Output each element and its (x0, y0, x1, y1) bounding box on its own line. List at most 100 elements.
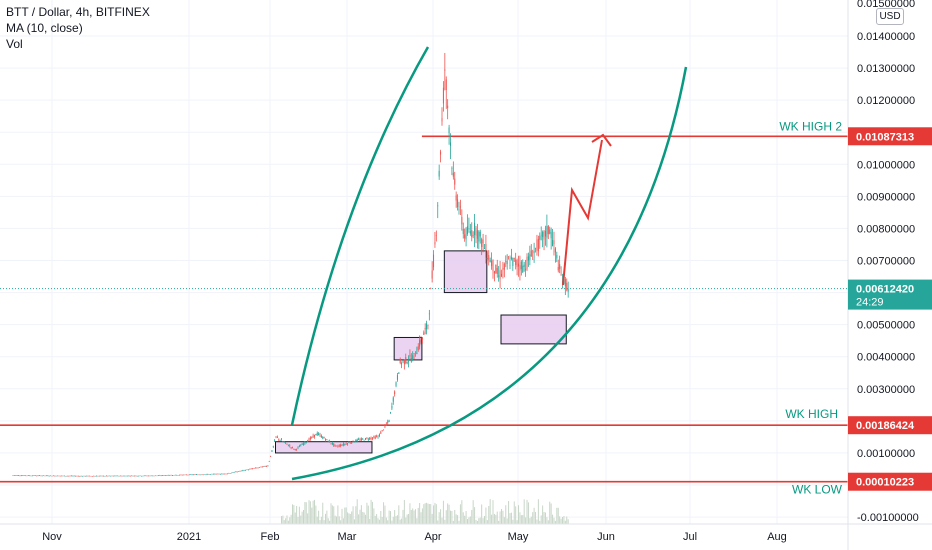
candle-body (461, 216, 463, 225)
candle-body (177, 475, 179, 476)
candle-body (522, 265, 524, 273)
candle-body (89, 475, 91, 477)
candle-body (203, 474, 205, 476)
candle-body (256, 467, 258, 469)
candle-body (520, 261, 522, 270)
candle-body (495, 264, 497, 274)
time-tick-label: Jul (683, 531, 697, 543)
volume-bar (523, 499, 525, 524)
volume-indicator-label[interactable]: Vol (6, 37, 23, 51)
candle-body (515, 259, 517, 266)
candle-body (498, 275, 500, 277)
time-tick-label: 2021 (177, 531, 201, 543)
wk-low-text: WK LOW (792, 483, 843, 497)
candle-body (222, 473, 224, 475)
candle-body (250, 468, 252, 470)
volume-bar (563, 515, 565, 524)
candle-body (290, 447, 292, 448)
candle-body (254, 467, 256, 469)
volume-bar (347, 512, 349, 524)
candle-body (162, 475, 164, 476)
volume-bar (371, 501, 373, 524)
volume-bar (564, 520, 566, 524)
volume-bar (377, 518, 379, 524)
candle-body (416, 352, 418, 355)
volume-bar (516, 520, 518, 524)
candle-body (366, 438, 368, 439)
candle-body (204, 474, 206, 475)
volume-bar (462, 512, 464, 524)
volume-bar (327, 518, 329, 524)
volume-bar (349, 513, 351, 524)
candle-body (58, 475, 60, 477)
candle-body (45, 475, 47, 477)
price-tick-label: 0.00300000 (857, 384, 915, 396)
volume-bar (378, 519, 380, 524)
candle-body (405, 357, 407, 364)
candle-body (420, 338, 422, 343)
candle-body (22, 475, 24, 477)
volume-bar (297, 516, 299, 524)
candle-body (38, 475, 40, 477)
volume-bar (486, 520, 488, 524)
candle-body (12, 475, 14, 476)
candle-body (263, 466, 265, 467)
volume-bar (522, 515, 524, 524)
candle-body (530, 250, 532, 256)
candle-body (296, 448, 298, 450)
volume-bar (331, 505, 333, 524)
currency-button[interactable]: USD (876, 8, 904, 25)
volume-bar (348, 513, 350, 524)
candle-body (142, 475, 144, 477)
candle-body (539, 235, 541, 240)
candle-body (387, 421, 389, 423)
price-axis[interactable]: 0.01500000 0.01400000 0.01300000 0.01200000… (847, 0, 919, 550)
candle-body (468, 228, 470, 230)
volume-bar (308, 500, 310, 524)
ma-indicator-label[interactable]: MA (10, close) (6, 21, 83, 35)
volume-bar (499, 511, 501, 524)
volume-bar (392, 516, 394, 524)
volume-bar (427, 503, 429, 524)
candle-body (529, 254, 531, 260)
candle-body (320, 435, 322, 438)
price-tick-label: 0.01000000 (857, 159, 915, 171)
candle-body (396, 375, 398, 380)
candle-body (61, 475, 63, 477)
candle-body (72, 475, 74, 477)
candle-body (305, 442, 307, 443)
candle-body (62, 475, 64, 477)
candle-body (445, 79, 447, 91)
candle-body (108, 475, 110, 477)
candle-body (155, 475, 157, 477)
candle-body (19, 475, 21, 477)
volume-bar (562, 516, 563, 524)
price-tick-label: 0.00900000 (857, 191, 915, 203)
volume-bar (475, 519, 477, 524)
volume-bar (505, 505, 507, 524)
candle-body (532, 259, 534, 260)
candle-body (283, 442, 285, 443)
volume-bar (510, 512, 512, 524)
candle-body (59, 475, 61, 477)
candle-body (365, 438, 367, 440)
symbol-title[interactable]: BTT / Dollar, 4h, BITFINEX (6, 5, 150, 19)
candle-body (486, 258, 488, 260)
price-tick-label: 0.00400000 (857, 352, 915, 364)
candle-body (170, 475, 172, 476)
candle-body (523, 264, 525, 267)
candle-body (484, 248, 485, 249)
candle-body (146, 475, 148, 477)
candle-body (247, 469, 249, 471)
candle-body (388, 420, 390, 422)
candle-body (342, 443, 344, 446)
volume-bar (399, 519, 401, 524)
volume-bar (518, 505, 520, 524)
candle-body (323, 437, 325, 439)
time-axis[interactable]: Nov 2021 Feb Mar Apr May Jun Jul Aug (0, 523, 932, 543)
volume-bar (285, 518, 287, 524)
volume-bar (312, 500, 314, 524)
volume-bar (402, 509, 404, 524)
candle-body (208, 474, 210, 475)
